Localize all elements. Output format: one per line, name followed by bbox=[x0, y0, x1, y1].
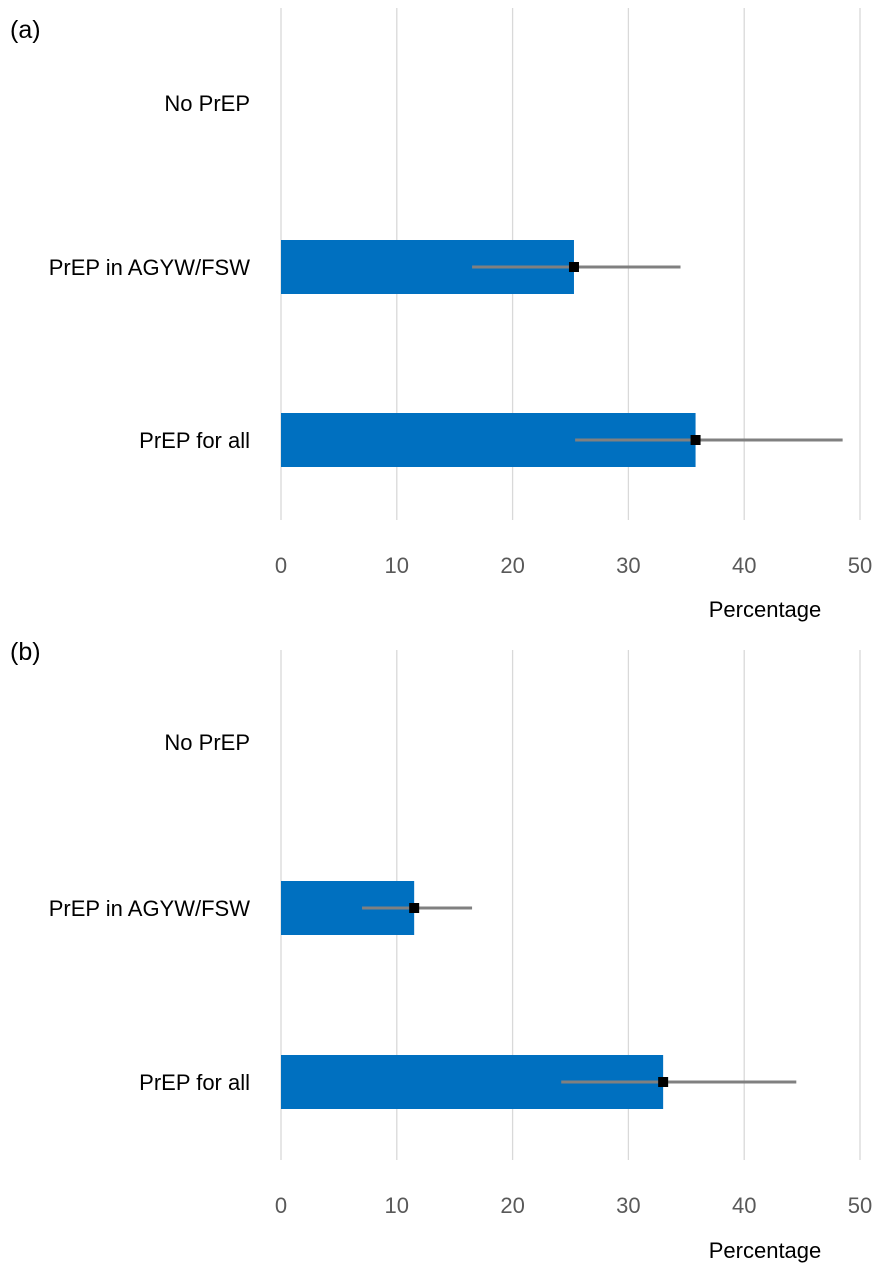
point-marker bbox=[690, 435, 701, 445]
tick-label: 50 bbox=[848, 1193, 872, 1218]
tick-label: 10 bbox=[385, 1193, 409, 1218]
panel-b: (b) No PrEP PrEP in AGYW/FSW PrEP for all 0 1… bbox=[10, 638, 872, 1263]
category-label: No PrEP bbox=[164, 91, 250, 116]
category-label: PrEP in AGYW/FSW bbox=[49, 896, 251, 921]
point-marker bbox=[658, 1077, 669, 1087]
category-label: PrEP in AGYW/FSW bbox=[49, 255, 251, 280]
tick-label: 30 bbox=[616, 1193, 640, 1218]
tick-label: 20 bbox=[500, 553, 524, 578]
point-marker bbox=[568, 262, 579, 272]
point-marker bbox=[409, 903, 420, 913]
tick-label: 10 bbox=[385, 553, 409, 578]
tick-label: 30 bbox=[616, 553, 640, 578]
tick-label: 0 bbox=[275, 553, 287, 578]
axis-title: Percentage bbox=[709, 1238, 822, 1263]
tick-label: 40 bbox=[732, 1193, 756, 1218]
tick-label: 50 bbox=[848, 553, 872, 578]
panel-label: (b) bbox=[10, 638, 41, 666]
tick-label: 0 bbox=[275, 1193, 287, 1218]
panel-label: (a) bbox=[10, 16, 41, 44]
panel-a: (a) No PrEP PrEP in AGYW/FSW PrEP for all 0 1… bbox=[10, 8, 872, 622]
category-label: PrEP for all bbox=[139, 1070, 250, 1095]
tick-label: 40 bbox=[732, 553, 756, 578]
tick-label: 20 bbox=[500, 1193, 524, 1218]
category-label: PrEP for all bbox=[139, 428, 250, 453]
axis-title: Percentage bbox=[709, 597, 822, 622]
category-label: No PrEP bbox=[164, 730, 250, 755]
